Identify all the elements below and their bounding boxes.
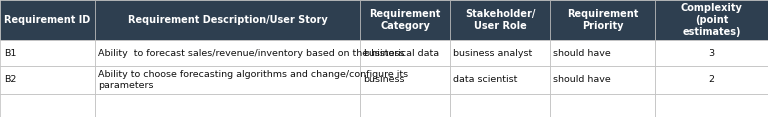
Bar [0,66,95,94]
Text: Requirement Description/User Story: Requirement Description/User Story [127,15,327,25]
Text: Requirement
Priority: Requirement Priority [567,9,638,31]
Text: Requirement
Category: Requirement Category [369,9,441,31]
Text: B1: B1 [4,49,16,57]
Bar [0,94,95,117]
Bar [450,66,550,94]
Text: Complexity
(point
estimates): Complexity (point estimates) [680,3,743,37]
Bar [360,94,450,117]
Text: 2: 2 [709,75,714,84]
Bar [655,40,768,66]
Bar [95,66,360,94]
Text: Ability  to forecast sales/revenue/inventory based on the historical data: Ability to forecast sales/revenue/invent… [98,49,439,57]
Bar [95,0,360,40]
Text: should have: should have [553,75,611,84]
Text: data scientist: data scientist [453,75,518,84]
Bar [360,0,450,40]
Bar [0,0,95,40]
Text: business: business [363,75,405,84]
Bar [655,66,768,94]
Bar [95,40,360,66]
Bar [450,0,550,40]
Text: business analyst: business analyst [453,49,532,57]
Bar [0,40,95,66]
Bar [550,40,655,66]
Text: 3: 3 [708,49,714,57]
Bar [550,94,655,117]
Bar [95,94,360,117]
Bar [655,0,768,40]
Bar [450,40,550,66]
Bar [550,0,655,40]
Text: Ability to choose forecasting algorithms and change/configure its
parameters: Ability to choose forecasting algorithms… [98,70,408,90]
Bar [360,40,450,66]
Text: Requirement ID: Requirement ID [5,15,91,25]
Text: Stakeholder/
User Role: Stakeholder/ User Role [465,9,535,31]
Text: business: business [363,49,405,57]
Text: B2: B2 [4,75,16,84]
Bar [360,66,450,94]
Bar [450,94,550,117]
Text: should have: should have [553,49,611,57]
Bar [655,94,768,117]
Bar [550,66,655,94]
